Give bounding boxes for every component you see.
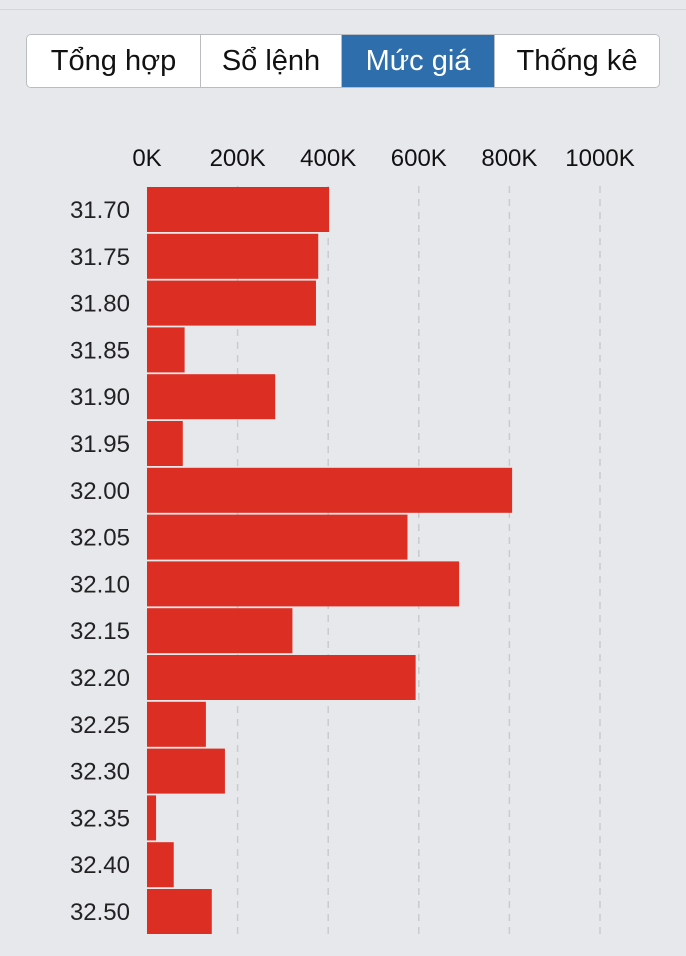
category-label: 32.50	[70, 899, 130, 926]
category-label: 32.10	[70, 571, 130, 598]
category-label: 31.90	[70, 384, 130, 411]
bar	[147, 701, 206, 747]
category-label: 32.15	[70, 618, 130, 645]
bar	[147, 608, 293, 654]
top-border	[0, 0, 686, 10]
x-tick-label: 0K	[132, 145, 161, 172]
category-label: 31.80	[70, 291, 130, 318]
bar	[147, 561, 460, 607]
tab-muc-gia[interactable]: Mức giá	[342, 35, 495, 87]
x-tick-label: 1000K	[565, 145, 634, 172]
category-label: 32.30	[70, 759, 130, 786]
bar	[147, 421, 183, 466]
tab-thong-ke[interactable]: Thống kê	[495, 35, 659, 87]
category-label: 32.40	[70, 852, 130, 879]
bar	[147, 889, 212, 934]
bar	[147, 327, 185, 373]
category-label: 31.70	[70, 197, 130, 224]
category-label: 32.35	[70, 805, 130, 832]
x-tick-label: 200K	[210, 145, 266, 172]
tab-so-lenh[interactable]: Sổ lệnh	[201, 35, 342, 87]
bar	[147, 374, 276, 420]
bar	[147, 280, 316, 326]
category-label: 31.85	[70, 337, 130, 364]
tab-bar: Tổng hợp Sổ lệnh Mức giá Thống kê	[26, 34, 660, 88]
bar	[147, 842, 174, 888]
bar	[147, 187, 330, 232]
category-label: 32.05	[70, 525, 130, 552]
bar	[147, 467, 513, 513]
category-label: 31.75	[70, 244, 130, 271]
bar	[147, 748, 225, 794]
category-label: 32.00	[70, 478, 130, 505]
bar	[147, 795, 157, 841]
category-label: 32.20	[70, 665, 130, 692]
tab-tong-hop[interactable]: Tổng hợp	[27, 35, 201, 87]
bar	[147, 514, 408, 560]
category-label: 32.25	[70, 712, 130, 739]
bar	[147, 233, 319, 279]
x-tick-label: 600K	[391, 145, 447, 172]
bar	[147, 655, 416, 700]
x-tick-label: 400K	[300, 145, 356, 172]
x-tick-label: 800K	[481, 145, 537, 172]
category-label: 31.95	[70, 431, 130, 458]
